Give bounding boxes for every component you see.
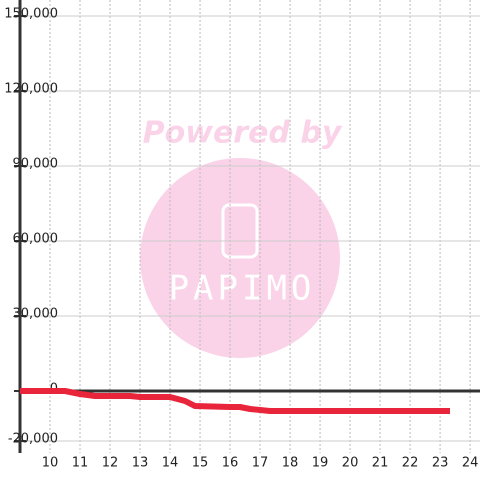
x-tick-label: 21 [372,456,389,471]
x-tick-label: 12 [102,456,119,471]
x-tick-label: 18 [282,456,299,471]
y-tick-label: 30,000 [13,307,59,322]
data-line [20,388,450,414]
x-tick-label: 14 [162,456,179,471]
x-tick-label: 15 [192,456,209,471]
x-tick-label: 11 [72,456,89,471]
x-tick-label: 13 [132,456,149,471]
y-tick-label: 120,000 [4,82,58,97]
x-tick-label: 22 [402,456,419,471]
y-tick-label: -20,000 [8,432,58,447]
x-tick-label: 23 [432,456,449,471]
x-tick-label: 10 [42,456,59,471]
y-tick-label: 60,000 [13,232,59,247]
x-tick-label: 19 [312,456,329,471]
x-tick-label: 20 [342,456,359,471]
watermark-title: Powered by [143,116,343,151]
x-tick-label: 17 [252,456,269,471]
watermark-logo: PAPIMO [169,269,316,309]
watermark-icon [221,203,259,259]
y-tick-label: 90,000 [13,157,59,172]
x-tick-label: 16 [222,456,239,471]
x-tick-label: 24 [462,456,479,471]
y-tick-label: 150,000 [4,7,58,22]
